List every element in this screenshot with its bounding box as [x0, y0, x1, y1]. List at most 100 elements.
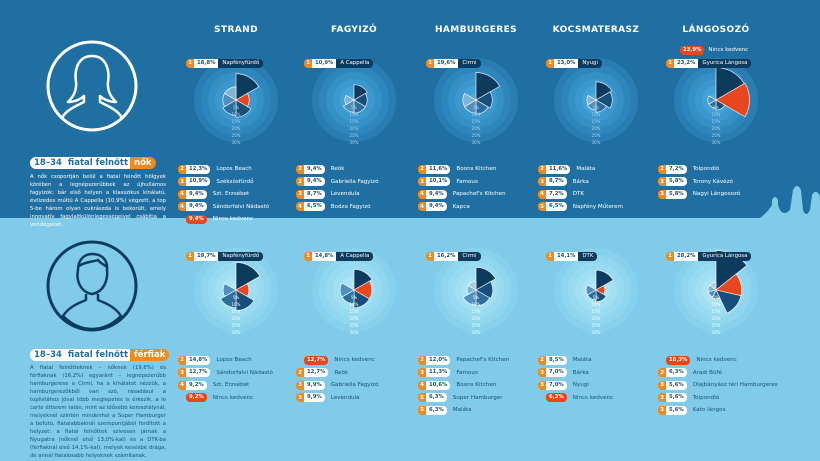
slice-0 [235, 73, 260, 101]
rank-badge: 2 [418, 355, 426, 365]
ranking-list-item: 3 9,9% Gabriella Fagyizó [296, 380, 379, 390]
ranking-list-item: 2 8,5% Maláta [538, 355, 592, 365]
ranking-list-item: 3 9,9% Levendula [296, 393, 360, 403]
list-percentage: 8,7% [546, 177, 567, 186]
ring-tick-label: 10% [712, 112, 721, 117]
ranking-list-item: 3 7,0% Bárka [538, 368, 589, 378]
ring-tick-label: 30% [232, 140, 241, 145]
ring-tick-label: 25% [592, 133, 601, 138]
rank-badge: 4 [418, 202, 426, 211]
ranking-list-item: 9,4% Nincs kedvenc [186, 214, 253, 224]
list-place-name: Lopos Beach [216, 166, 252, 172]
rank-badge: 2 [658, 368, 666, 377]
column-heading-kocsmaterasz: KOCSMATERASZ [552, 25, 640, 35]
list-place-name: Bárka [572, 178, 589, 185]
male-gender-badge: férfiak [130, 349, 170, 361]
ring-tick-label: 25% [350, 133, 359, 138]
slice-0 [475, 72, 501, 101]
no-favourite-percentage: 23,9% [680, 45, 705, 55]
list-place-name: Szt. Erzsébet [212, 191, 250, 197]
ranking-list-item: 5 6,5% Napfény Műterem [538, 202, 623, 212]
ranking-list-item: 4 6,5% Bodza Fagyizó [296, 202, 371, 212]
list-place-name: Reök [334, 369, 349, 376]
ranking-list-item: 4 9,2% Szt. Erzsébet [178, 380, 249, 390]
list-percentage: 18,3% [666, 355, 691, 365]
list-percentage: 9,4% [186, 214, 207, 224]
list-place-name: Aradi Büfé [692, 369, 722, 376]
ring-tick-label: 30% [712, 330, 721, 335]
list-percentage: 7,0% [546, 368, 567, 377]
slice-2 [595, 289, 607, 303]
slice-3 [343, 99, 355, 113]
slice-2 [353, 99, 366, 114]
rank-badge: 4 [296, 202, 304, 211]
rank-badge: 3 [296, 393, 304, 402]
ranking-list-item: 2 9,4% Gabriella Fagyizó [296, 177, 379, 187]
list-percentage: 9,4% [304, 164, 325, 174]
top-percentage: 28,2% [674, 251, 699, 261]
list-place-name: DTK [572, 191, 585, 197]
list-place-name: Lopos Beach [216, 357, 252, 363]
slice-3 [462, 289, 477, 306]
top-place-name: Gyurica Lángosa [698, 251, 752, 261]
rank-badge: 2 [178, 355, 186, 365]
female-description: A nők csoportján belül a fiatal felnőtt … [30, 174, 166, 228]
rank-badge: 2 [538, 355, 546, 365]
list-percentage: 12,0% [426, 355, 451, 365]
ranking-list-item: 2 6,3% Aradi Büfé [658, 368, 722, 378]
radial-chart-female-4: 5% 10% 15% 20% 25% 30% [674, 58, 758, 145]
ranking-list-item: 9,2% Nincs kedvenc [186, 393, 253, 403]
list-place-name: Bárka [572, 369, 589, 376]
slice-6 [709, 281, 717, 291]
rank-badge: 4 [418, 380, 426, 390]
rank-badge: 3 [538, 380, 546, 390]
ring-tick-label: 20% [592, 126, 601, 131]
slice-4 [585, 284, 597, 296]
top-place-tag: 1 28,2% Gyurica Lángosa [666, 251, 752, 261]
slice-2 [595, 99, 607, 113]
slice-2 [715, 289, 742, 314]
radial-chart-female-1: 5% 10% 15% 20% 25% 30% [312, 58, 396, 145]
slice-no-favourite [715, 82, 750, 118]
ring-tick-label: 5% [713, 295, 720, 300]
male-segment-label: 18–34 fiatal felnőtt férfiak [30, 349, 170, 361]
list-percentage: 6,3% [666, 368, 687, 377]
ring-tick-label: 30% [592, 140, 601, 145]
slice-2 [475, 289, 491, 307]
list-place-name: Maláta [576, 166, 596, 172]
ring-tick-label: 20% [472, 316, 481, 321]
rank-badge: 3 [296, 189, 304, 199]
rank-badge: 2 [296, 368, 304, 377]
top-percentage: 19,6% [434, 58, 459, 68]
top-percentage: 14,1% [554, 251, 579, 261]
ring-tick-label: 20% [350, 126, 359, 131]
ranking-list-item: 3 8,7% Bárka [538, 177, 589, 187]
ring-tick-label: 5% [473, 295, 480, 300]
rank-badge: 1 [666, 251, 674, 261]
rank-badge: 3 [418, 368, 426, 377]
list-percentage: 5,6% [666, 393, 687, 402]
list-place-name: Gabriella Fagyizó [330, 382, 379, 388]
slice-3 [586, 99, 597, 111]
list-percentage: 9,4% [304, 177, 325, 186]
rank-badge: 4 [178, 380, 186, 390]
list-percentage: 9,2% [186, 393, 207, 402]
ring-tick-label: 25% [472, 323, 481, 328]
ring-tick-label: 25% [472, 133, 481, 138]
ranking-list-item: 4 9,4% Szt. Erzsébet [178, 189, 249, 199]
female-age-range: 18–34 [30, 157, 66, 169]
ring-tick-label: 15% [232, 119, 241, 124]
rank-badge: 1 [186, 251, 194, 261]
slice-4 [586, 95, 597, 105]
ring-tick-label: 25% [232, 323, 241, 328]
no-favourite-tag: 23,9% Nincs kedvenc [680, 45, 748, 55]
top-place-name: Cirmi [458, 58, 481, 68]
ranking-list-item: 3 7,0% Nyugi [538, 380, 589, 390]
list-percentage: 9,9% [304, 393, 325, 402]
list-percentage: 6,3% [426, 405, 447, 415]
list-place-name: Famous [456, 369, 478, 376]
list-percentage: 6,5% [546, 202, 567, 211]
top-place-tag: 1 14,1% DTK [546, 251, 598, 261]
top-percentage: 13,0% [554, 58, 579, 68]
rank-badge: 1 [186, 58, 194, 68]
